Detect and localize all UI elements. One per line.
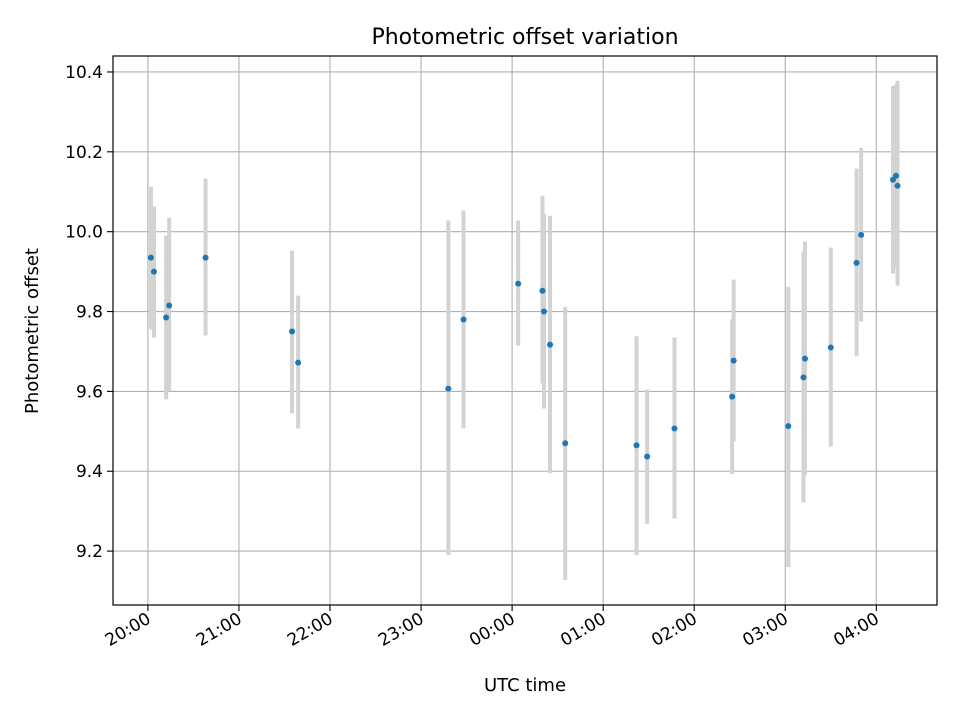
data-point — [547, 341, 554, 348]
y-tick-label: 10.2 — [65, 143, 103, 163]
y-tick-label: 9.4 — [76, 462, 103, 482]
data-point — [671, 425, 678, 432]
x-axis-label: UTC time — [484, 675, 566, 696]
data-point — [644, 453, 651, 460]
data-point — [562, 440, 569, 447]
data-point — [515, 280, 522, 287]
data-point — [202, 254, 209, 261]
data-point — [729, 393, 736, 400]
data-point — [289, 328, 296, 335]
y-axis-ticks: 9.2 9.4 9.6 9.8 10.0 10.2 10.4 — [65, 63, 113, 562]
data-point — [894, 182, 901, 189]
data-point — [893, 172, 900, 179]
chart-title: Photometric offset variation — [371, 25, 678, 50]
data-point — [150, 268, 157, 275]
data-point — [295, 359, 302, 366]
data-point — [853, 259, 860, 266]
y-tick-label: 10.0 — [65, 223, 103, 243]
y-tick-label: 10.4 — [65, 63, 103, 83]
plot-frame — [112, 55, 938, 606]
y-axis-label: Photometric offset — [22, 248, 43, 414]
data-point — [800, 374, 807, 381]
data-point — [730, 357, 737, 364]
data-point — [166, 302, 173, 309]
data-point — [445, 385, 452, 392]
data-point — [163, 314, 170, 321]
y-tick-label: 9.6 — [76, 382, 103, 402]
y-tick-label: 9.8 — [76, 303, 103, 323]
data-point — [460, 316, 467, 323]
data-point — [633, 442, 640, 449]
data-point — [785, 423, 792, 430]
data-point — [539, 287, 546, 294]
data-point — [858, 231, 865, 238]
grid-lines — [113, 56, 937, 605]
data-point — [540, 308, 547, 315]
y-tick-label: 9.2 — [76, 542, 103, 562]
data-point — [147, 254, 154, 261]
data-points — [147, 172, 901, 460]
data-point — [827, 344, 834, 351]
data-point — [801, 355, 808, 362]
